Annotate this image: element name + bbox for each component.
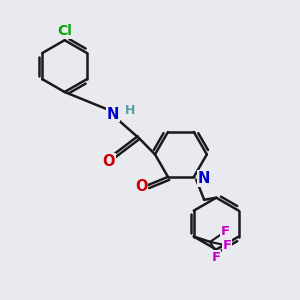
- Text: F: F: [212, 251, 221, 264]
- Text: N: N: [107, 106, 119, 122]
- Text: N: N: [197, 171, 210, 186]
- Text: O: O: [135, 179, 148, 194]
- Text: Cl: Cl: [57, 24, 72, 38]
- Text: O: O: [103, 154, 115, 169]
- Text: F: F: [223, 239, 232, 252]
- Text: F: F: [221, 225, 230, 238]
- Text: H: H: [124, 104, 135, 117]
